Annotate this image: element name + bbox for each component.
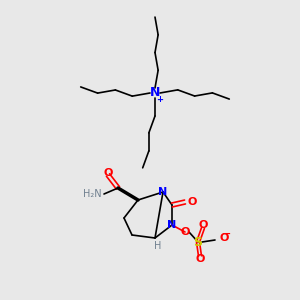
Text: N: N [158,187,168,197]
Text: N: N [150,86,160,100]
Text: O: O [103,168,113,178]
Text: +: + [157,94,164,103]
Text: −: − [222,229,232,239]
Text: H: H [154,241,162,251]
Text: O: O [198,220,208,230]
Text: O: O [188,197,197,207]
Text: N: N [167,220,177,230]
Text: O: O [219,233,228,243]
Text: O: O [180,227,190,237]
Text: S: S [194,236,202,248]
Text: H₂N: H₂N [83,189,102,199]
Text: O: O [195,254,205,264]
